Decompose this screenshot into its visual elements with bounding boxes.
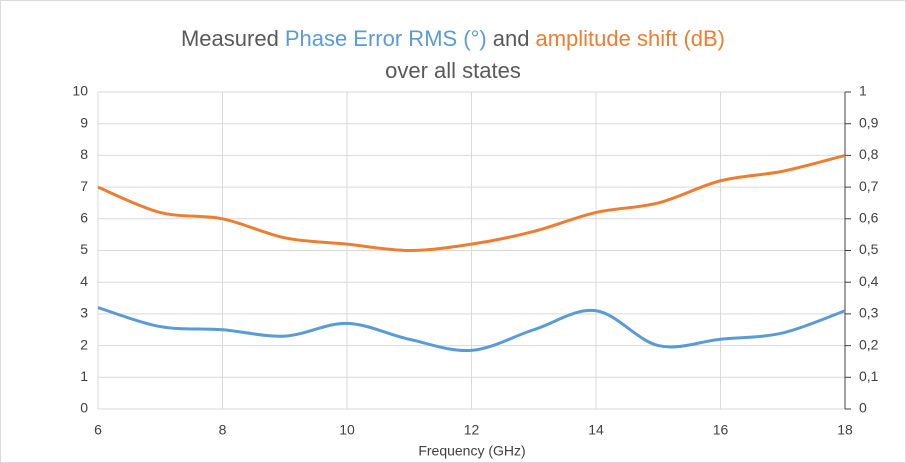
x-tick-label: 18	[837, 422, 853, 438]
y2-tick-label: 0,4	[859, 273, 879, 289]
chart-title: Measured Phase Error RMS (°) and amplitude …	[181, 26, 725, 51]
y-tick-label: 4	[80, 273, 88, 289]
x-axis-label: Frequency (GHz)	[418, 443, 525, 459]
y2-tick-label: 0,8	[859, 146, 879, 162]
y2-tick-label: 0,6	[859, 210, 879, 226]
y-tick-label: 9	[80, 114, 88, 130]
y2-tick-label: 1	[859, 83, 867, 99]
y2-tick-label: 0,2	[859, 336, 879, 352]
title-lead: Measured	[181, 26, 279, 51]
y-tick-label: 8	[80, 146, 88, 162]
x-tick-label: 10	[339, 422, 355, 438]
title-series-1: amplitude shift (dB)	[535, 26, 725, 51]
y-tick-label: 0	[80, 400, 88, 416]
x-tick-label: 6	[94, 422, 102, 438]
y2-tick-label: 0	[859, 400, 867, 416]
y-tick-label: 10	[72, 83, 88, 99]
y2-tick-label: 0,5	[859, 241, 879, 257]
x-tick-label: 16	[713, 422, 729, 438]
y2-tick-label: 0,3	[859, 305, 879, 321]
y-tick-label: 2	[80, 336, 88, 352]
y2-tick-label: 0,9	[859, 114, 879, 130]
x-tick-label: 8	[219, 422, 227, 438]
title-series-0: Phase Error RMS (°)	[285, 26, 487, 51]
x-tick-label: 14	[588, 422, 604, 438]
y-tick-label: 5	[80, 241, 88, 257]
y-tick-label: 6	[80, 210, 88, 226]
y-tick-label: 3	[80, 305, 88, 321]
series-line	[97, 306, 846, 353]
y2-tick-label: 0,7	[859, 178, 879, 194]
title-joiner: and	[493, 26, 530, 51]
y2-tick-label: 0,1	[859, 368, 879, 384]
y-tick-label: 1	[80, 368, 88, 384]
series-line	[97, 153, 846, 253]
chart-subtitle: over all states	[385, 58, 521, 83]
y-tick-label: 7	[80, 178, 88, 194]
x-tick-label: 12	[464, 422, 480, 438]
